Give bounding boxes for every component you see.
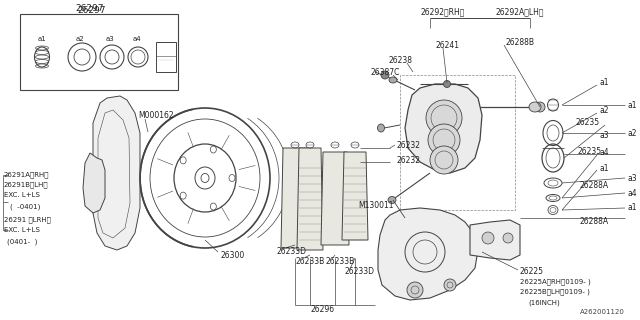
Text: a1: a1 <box>627 204 637 212</box>
Circle shape <box>535 102 545 112</box>
Text: M130011: M130011 <box>358 201 394 210</box>
Text: A262001120: A262001120 <box>580 309 625 315</box>
Text: a4: a4 <box>133 36 141 42</box>
Text: a3: a3 <box>106 36 115 42</box>
Text: 26232: 26232 <box>396 140 420 149</box>
Text: 26387C: 26387C <box>370 68 399 76</box>
Text: a4: a4 <box>600 148 610 156</box>
Text: 26233B: 26233B <box>295 258 324 267</box>
Text: (  -0401): ( -0401) <box>10 204 40 210</box>
Text: 26292〈RH〉: 26292〈RH〉 <box>420 7 465 17</box>
Text: M000162: M000162 <box>138 110 173 119</box>
Text: 26291 〈LRH〉: 26291 〈LRH〉 <box>4 217 51 223</box>
Bar <box>20 14 178 90</box>
Text: a2: a2 <box>600 106 609 115</box>
Polygon shape <box>281 148 309 248</box>
Text: 26233D: 26233D <box>276 247 306 257</box>
Text: 26232: 26232 <box>396 156 420 164</box>
Bar <box>156 42 176 72</box>
Text: 26241: 26241 <box>435 41 459 50</box>
Polygon shape <box>93 96 140 250</box>
Circle shape <box>503 233 513 243</box>
Text: a3: a3 <box>600 131 610 140</box>
Ellipse shape <box>529 102 541 112</box>
Text: a1: a1 <box>627 100 637 109</box>
Text: 26291A〈RH〉: 26291A〈RH〉 <box>4 172 49 178</box>
Polygon shape <box>405 84 482 173</box>
Ellipse shape <box>378 124 385 132</box>
Text: 26233B: 26233B <box>325 258 355 267</box>
Circle shape <box>381 71 389 79</box>
Polygon shape <box>297 148 323 250</box>
Ellipse shape <box>389 77 397 83</box>
Polygon shape <box>342 152 368 240</box>
Text: 26235: 26235 <box>575 117 599 126</box>
Circle shape <box>426 100 462 136</box>
Text: EXC. L+LS: EXC. L+LS <box>4 227 40 233</box>
Text: 26297: 26297 <box>76 4 104 12</box>
Text: 26296: 26296 <box>310 306 334 315</box>
Circle shape <box>444 279 456 291</box>
Text: 26288B: 26288B <box>505 37 534 46</box>
Text: a3: a3 <box>627 173 637 182</box>
Polygon shape <box>470 220 520 260</box>
Text: 26225A〈RH〉0109- ): 26225A〈RH〉0109- ) <box>520 279 591 285</box>
Text: 26297: 26297 <box>77 5 106 14</box>
Text: EXC. L+LS: EXC. L+LS <box>4 192 40 198</box>
Circle shape <box>444 81 451 87</box>
Circle shape <box>428 124 460 156</box>
Circle shape <box>407 282 423 298</box>
Bar <box>400 75 515 210</box>
Text: a1: a1 <box>38 36 47 42</box>
Text: a2: a2 <box>627 129 637 138</box>
Text: (16INCH): (16INCH) <box>528 300 560 306</box>
Text: 26235: 26235 <box>577 147 601 156</box>
Ellipse shape <box>388 196 396 204</box>
Text: 26288A: 26288A <box>580 180 609 189</box>
Circle shape <box>430 146 458 174</box>
Circle shape <box>482 232 494 244</box>
Text: a4: a4 <box>627 188 637 197</box>
Text: 26238: 26238 <box>388 55 412 65</box>
Text: 26225B〈LH〉0109- ): 26225B〈LH〉0109- ) <box>520 289 590 295</box>
Text: 26291B〈LH〉: 26291B〈LH〉 <box>4 182 49 188</box>
Polygon shape <box>378 208 478 300</box>
Text: 26225: 26225 <box>520 268 544 276</box>
Text: 26300: 26300 <box>220 251 244 260</box>
Polygon shape <box>83 153 105 213</box>
Text: 26233D: 26233D <box>344 268 374 276</box>
Text: a2: a2 <box>76 36 84 42</box>
Text: 26292A〈LH〉: 26292A〈LH〉 <box>495 7 543 17</box>
Text: a1: a1 <box>600 77 609 86</box>
Text: (0401-  ): (0401- ) <box>7 239 37 245</box>
Text: 26288A: 26288A <box>580 217 609 226</box>
Text: a1: a1 <box>600 164 609 172</box>
Polygon shape <box>321 152 349 245</box>
